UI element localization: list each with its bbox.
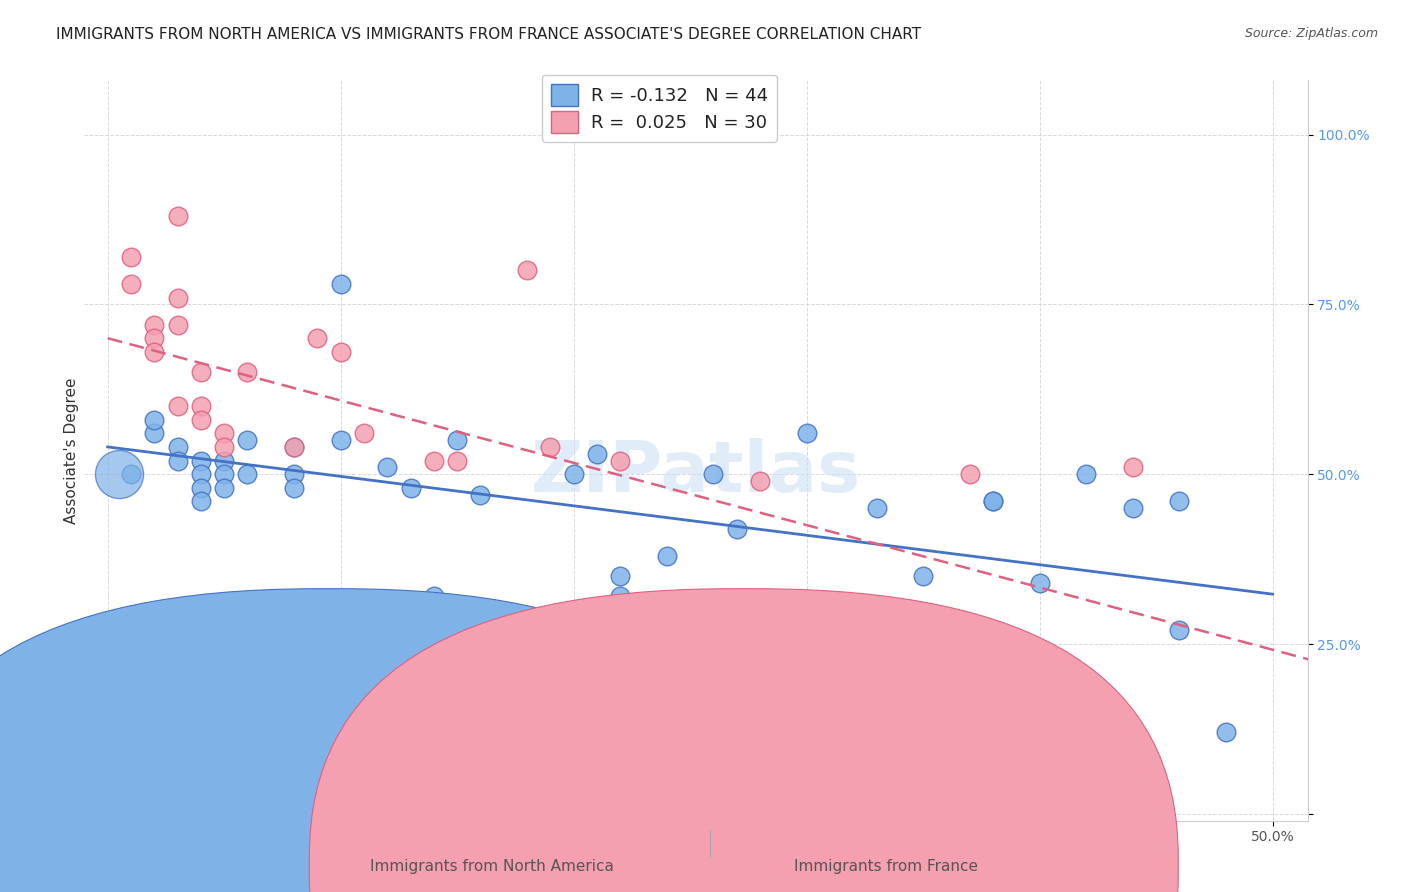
Point — [981, 494, 1004, 508]
Point — [609, 590, 631, 604]
Point — [329, 434, 352, 448]
Point — [1028, 575, 1050, 590]
Point — [353, 426, 375, 441]
Point — [912, 569, 935, 583]
Point — [236, 365, 259, 379]
Point — [120, 250, 142, 264]
Point — [329, 277, 352, 291]
Point — [865, 501, 887, 516]
Point — [307, 331, 329, 345]
Point — [655, 549, 678, 563]
Text: Immigrants from France: Immigrants from France — [794, 859, 977, 874]
Point — [446, 434, 468, 448]
Text: Source: ZipAtlas.com: Source: ZipAtlas.com — [1244, 27, 1378, 40]
Y-axis label: Associate's Degree: Associate's Degree — [63, 377, 79, 524]
Point — [562, 467, 585, 482]
Point — [1215, 725, 1237, 739]
Point — [796, 426, 818, 441]
Point — [981, 494, 1004, 508]
Point — [283, 440, 305, 454]
Point — [166, 440, 188, 454]
Point — [212, 481, 235, 495]
Point — [702, 467, 724, 482]
Point — [725, 522, 748, 536]
Point — [143, 345, 166, 359]
Point — [609, 569, 631, 583]
Point — [190, 481, 212, 495]
Point — [120, 467, 142, 482]
Point — [143, 413, 166, 427]
Point — [283, 481, 305, 495]
Point — [959, 684, 981, 698]
Point — [236, 467, 259, 482]
Text: ZIPatlas: ZIPatlas — [531, 438, 860, 508]
Point — [143, 318, 166, 332]
Point — [423, 453, 446, 467]
Point — [166, 453, 188, 467]
Point — [1168, 494, 1191, 508]
Point — [1076, 467, 1098, 482]
Point — [516, 263, 538, 277]
Point — [143, 426, 166, 441]
Point — [959, 739, 981, 753]
Point — [166, 400, 188, 414]
Point — [166, 291, 188, 305]
Point — [190, 365, 212, 379]
Point — [283, 440, 305, 454]
Point — [190, 467, 212, 482]
Point — [166, 318, 188, 332]
Point — [166, 209, 188, 223]
Point — [959, 467, 981, 482]
Point — [190, 453, 212, 467]
Point — [283, 467, 305, 482]
Point — [190, 413, 212, 427]
Point — [470, 487, 492, 501]
Point — [190, 400, 212, 414]
Point — [399, 481, 422, 495]
Point — [120, 277, 142, 291]
Point — [538, 440, 561, 454]
Point — [329, 345, 352, 359]
Point — [446, 453, 468, 467]
Point — [108, 467, 131, 482]
Point — [212, 440, 235, 454]
Point — [190, 494, 212, 508]
Point — [212, 467, 235, 482]
Point — [212, 453, 235, 467]
Point — [423, 603, 446, 617]
Point — [1122, 460, 1144, 475]
Text: IMMIGRANTS FROM NORTH AMERICA VS IMMIGRANTS FROM FRANCE ASSOCIATE'S DEGREE CORRE: IMMIGRANTS FROM NORTH AMERICA VS IMMIGRA… — [56, 27, 921, 42]
Point — [1122, 501, 1144, 516]
Point — [586, 447, 609, 461]
Point — [236, 434, 259, 448]
Point — [446, 684, 468, 698]
Point — [375, 460, 398, 475]
Point — [423, 590, 446, 604]
Point — [1168, 624, 1191, 638]
Point — [749, 474, 772, 488]
Point — [796, 684, 818, 698]
Text: Immigrants from North America: Immigrants from North America — [370, 859, 614, 874]
Point — [609, 453, 631, 467]
Point — [212, 426, 235, 441]
Point — [143, 331, 166, 345]
Legend: R = -0.132   N = 44, R =  0.025   N = 30: R = -0.132 N = 44, R = 0.025 N = 30 — [541, 75, 776, 142]
